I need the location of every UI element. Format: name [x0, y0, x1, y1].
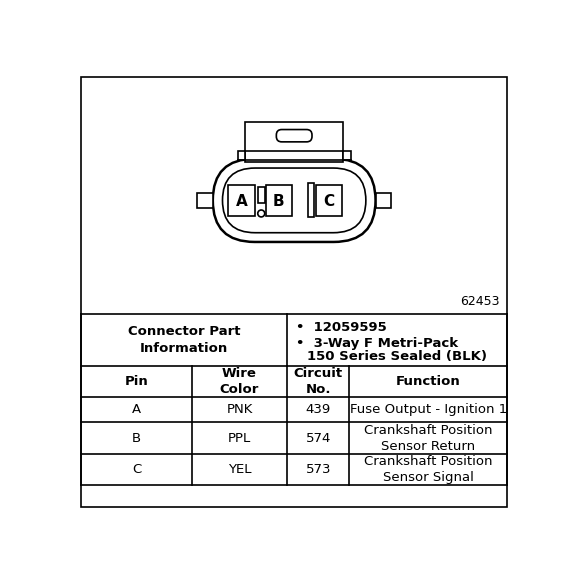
Text: YEL: YEL [228, 463, 251, 477]
Bar [308, 184, 313, 217]
Text: PNK: PNK [226, 403, 253, 416]
Text: B: B [273, 193, 285, 208]
Text: C: C [132, 463, 141, 477]
Text: B: B [132, 432, 141, 445]
Bar [375, 193, 391, 208]
Text: Circuit
No.: Circuit No. [294, 367, 343, 396]
Text: Crankshaft Position
Sensor Signal: Crankshaft Position Sensor Signal [364, 455, 492, 485]
Bar [197, 193, 213, 208]
Text: 150 Series Sealed (BLK): 150 Series Sealed (BLK) [307, 350, 487, 363]
Text: 62453: 62453 [460, 295, 499, 308]
Text: A: A [235, 193, 247, 208]
Text: PPL: PPL [228, 432, 251, 445]
Bar [258, 186, 265, 203]
Text: Function: Function [396, 375, 460, 388]
Text: C: C [324, 193, 335, 208]
FancyBboxPatch shape [276, 130, 312, 142]
Bar [343, 151, 351, 160]
Bar [316, 185, 342, 216]
Text: •  3-Way F Metri-Pack: • 3-Way F Metri-Pack [297, 337, 459, 350]
Bar [266, 185, 292, 216]
Text: 439: 439 [305, 403, 331, 416]
Text: 573: 573 [305, 463, 331, 477]
FancyBboxPatch shape [213, 159, 375, 242]
Bar [238, 151, 245, 160]
Bar [245, 122, 343, 162]
Text: Pin: Pin [125, 375, 148, 388]
Text: A: A [132, 403, 141, 416]
Text: Connector Part
Information: Connector Part Information [128, 325, 241, 355]
FancyBboxPatch shape [223, 168, 366, 233]
Text: Wire
Color: Wire Color [220, 367, 259, 396]
Bar [228, 185, 255, 216]
Text: Fuse Output - Ignition 1: Fuse Output - Ignition 1 [350, 403, 507, 416]
Text: 574: 574 [305, 432, 331, 445]
Text: Crankshaft Position
Sensor Return: Crankshaft Position Sensor Return [364, 424, 492, 453]
Text: •  12059595: • 12059595 [297, 321, 387, 334]
